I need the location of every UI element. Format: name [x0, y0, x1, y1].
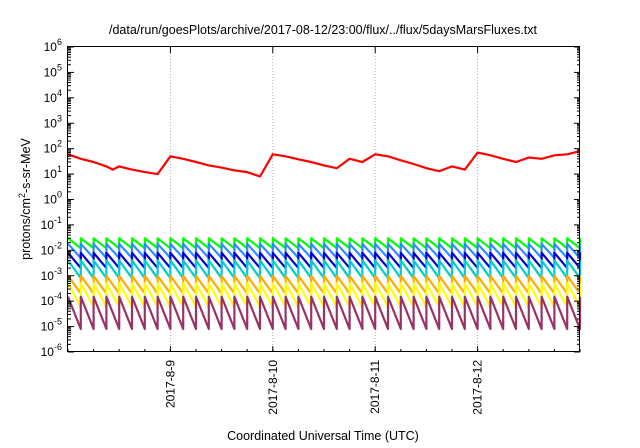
y-tick-label: 103: [44, 113, 62, 130]
y-tick-label: 100: [44, 190, 62, 207]
series-line-0: [67, 150, 581, 178]
x-tick-label: 2017-8-10: [266, 360, 280, 415]
x-axis-label: Coordinated Universal Time (UTC): [227, 429, 419, 443]
y-tick-label: 101: [44, 164, 62, 181]
x-axis: 2017-8-9 2017-8-10 2017-8-11 2017-8-12: [67, 47, 581, 415]
y-tick-label: 105: [44, 62, 62, 79]
x-tick-label: 2017-8-11: [368, 360, 382, 414]
y-tick-label: 10-5: [41, 317, 62, 334]
y-axis: 10-6 10-5 10-4 10-3 10-2 10-1 100 101 102 103 104 1…: [41, 37, 580, 359]
y-tick-label: 10-6: [41, 342, 62, 359]
x-tick-label: 2017-8-9: [163, 360, 177, 408]
y-tick-label: 10-4: [41, 291, 62, 308]
series-line-7: [66, 295, 582, 331]
x-tick-label: 2017-8-12: [471, 360, 485, 415]
series-group: [66, 150, 582, 331]
series-line-4: [67, 259, 582, 280]
y-tick-label: 104: [44, 88, 62, 105]
y-tick-label: 10-2: [41, 240, 62, 257]
y-axis-label: protons/cm2-s-sr-MeV: [17, 137, 33, 259]
y-tick-label: 106: [44, 37, 62, 54]
y-tick-label: 10-1: [41, 215, 62, 232]
y-tick-label: 10-3: [41, 266, 62, 283]
y-tick-label: 102: [44, 139, 62, 156]
chart-title: /data/run/goesPlots/archive/2017-08-12/2…: [109, 23, 538, 37]
